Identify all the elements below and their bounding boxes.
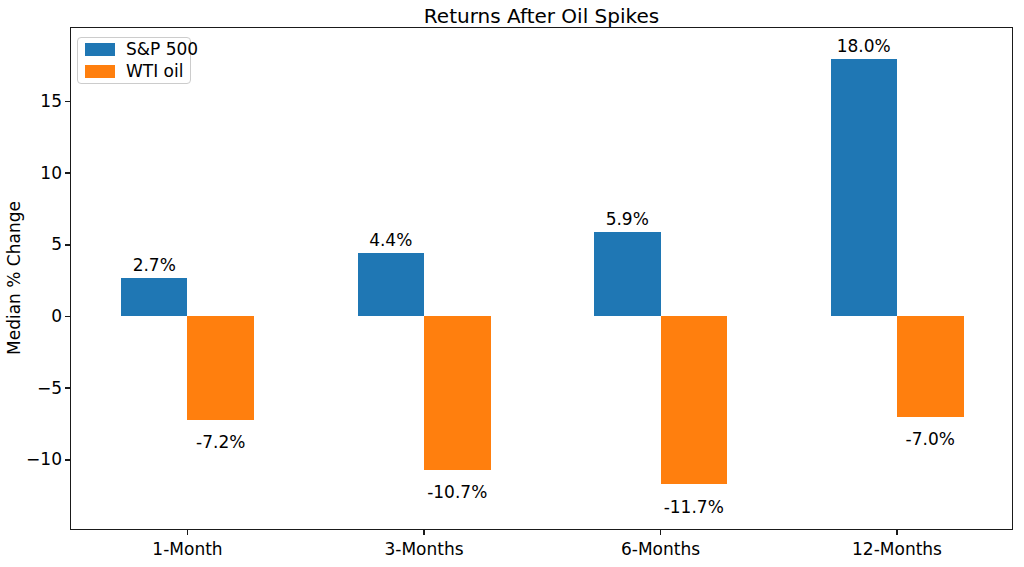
x-tick-mark <box>187 530 189 535</box>
bar-value-label: -11.7% <box>634 499 754 516</box>
y-tick-mark <box>65 101 70 103</box>
bar-value-label: -7.0% <box>870 431 990 448</box>
x-tick-mark <box>660 530 662 535</box>
y-tick-mark <box>65 387 70 389</box>
legend-swatch-wti-oil <box>85 65 115 78</box>
bar-value-label: -10.7% <box>397 484 517 501</box>
legend: S&P 500 WTI oil <box>77 37 191 84</box>
x-tick-label: 6-Months <box>581 541 741 558</box>
y-tick-mark <box>65 172 70 174</box>
bar-wti-oil-6-months <box>661 316 728 484</box>
y-tick-label: 0 <box>0 308 62 325</box>
x-tick-label: 1-Month <box>107 541 267 558</box>
chart-title: Returns After Oil Spikes <box>70 5 1013 28</box>
bar-s-p-500-12-months <box>831 59 898 317</box>
bar-value-label: -7.2% <box>161 434 281 451</box>
y-axis-label: Median % Change <box>4 201 24 355</box>
legend-item: S&P 500 <box>85 41 190 58</box>
bar-s-p-500-1-month <box>121 278 188 317</box>
y-tick-mark <box>65 316 70 318</box>
bar-value-label: 4.4% <box>331 232 451 249</box>
y-tick-label: 10 <box>0 165 62 182</box>
x-tick-label: 12-Months <box>817 541 977 558</box>
legend-swatch-sp500 <box>85 43 115 56</box>
x-tick-mark <box>423 530 425 535</box>
y-tick-label: −10 <box>0 451 62 468</box>
bar-wti-oil-3-months <box>424 316 491 469</box>
bar-s-p-500-3-months <box>358 253 425 316</box>
figure: Returns After Oil Spikes Median % Change… <box>0 0 1024 567</box>
y-tick-mark <box>65 459 70 461</box>
legend-item: WTI oil <box>85 63 190 80</box>
x-tick-mark <box>896 530 898 535</box>
legend-label: S&P 500 <box>126 41 198 58</box>
bar-value-label: 5.9% <box>567 211 687 228</box>
bar-wti-oil-12-months <box>897 316 964 416</box>
y-tick-label: 15 <box>0 93 62 110</box>
y-tick-mark <box>65 244 70 246</box>
bar-wti-oil-1-month <box>187 316 254 419</box>
bar-value-label: 18.0% <box>804 38 924 55</box>
legend-label: WTI oil <box>126 63 183 80</box>
bar-s-p-500-6-months <box>594 232 661 317</box>
y-tick-label: 5 <box>0 236 62 253</box>
x-tick-label: 3-Months <box>344 541 504 558</box>
bar-value-label: 2.7% <box>94 257 214 274</box>
y-tick-label: −5 <box>0 380 62 397</box>
